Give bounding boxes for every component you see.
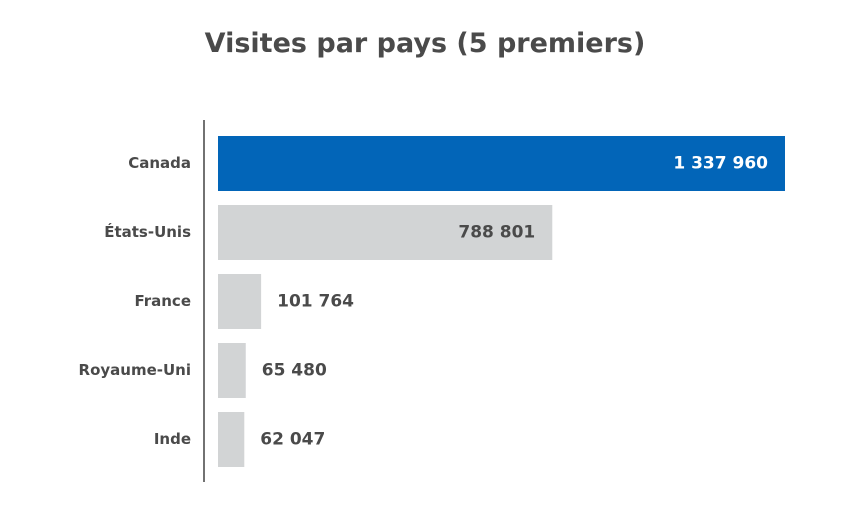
value-label: 65 480 (262, 361, 327, 381)
category-label: Canada (128, 154, 191, 172)
category-label: Royaume-Uni (79, 361, 191, 379)
value-label: 62 047 (260, 430, 325, 450)
category-label: Inde (154, 430, 191, 448)
bar-2 (218, 205, 553, 260)
bar-3 (218, 274, 262, 329)
bars-group: Canada 1 337 960 États-Unis 788 801 France 10… (79, 136, 785, 467)
category-label: États-Unis (104, 222, 191, 241)
value-label: 1 337 960 (673, 154, 768, 174)
bar-4 (218, 343, 246, 398)
bar-1 (218, 136, 785, 191)
value-label: 788 801 (458, 223, 535, 243)
category-label: France (134, 292, 191, 310)
value-label: 101 764 (277, 292, 354, 312)
chart-title: Visites par pays (5 premiers) (204, 28, 646, 59)
bar-5 (218, 412, 245, 467)
